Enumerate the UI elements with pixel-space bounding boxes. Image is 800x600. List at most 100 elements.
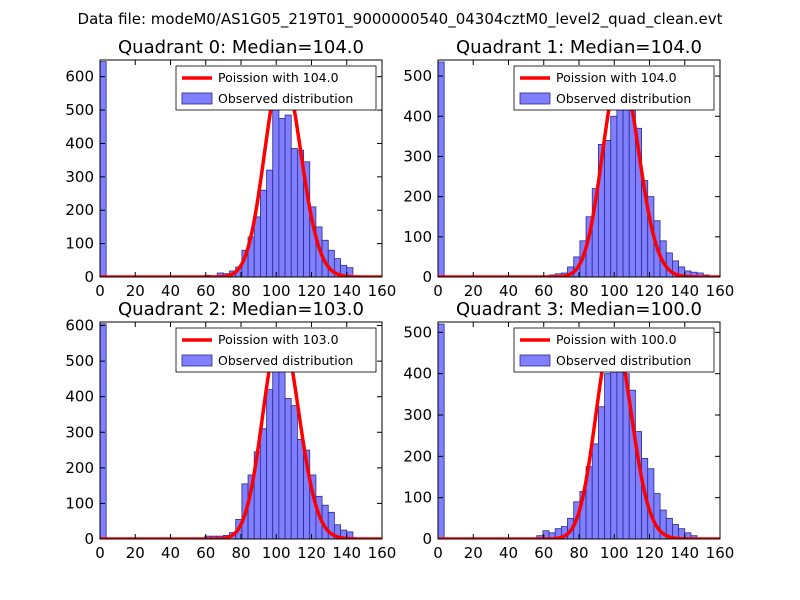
x-tick-label: 20 <box>464 544 483 562</box>
subplot-2: Quadrant 2: Median=103.0 0 20 40 60 80 100 120 1… <box>65 299 396 562</box>
histogram-bar <box>597 406 605 539</box>
histogram-bar <box>266 169 274 277</box>
histogram-bar <box>253 216 261 277</box>
y-tick-label: 100 <box>65 235 94 253</box>
histogram-bar <box>278 350 286 539</box>
y-tick-label: 300 <box>65 423 94 441</box>
legend-bar-swatch <box>181 92 213 105</box>
y-tick-label: 300 <box>403 406 432 424</box>
y-tick-label: 200 <box>403 188 432 206</box>
histogram-bar <box>284 398 292 539</box>
x-tick-label: 20 <box>126 282 145 300</box>
legend-label: Observed distribution <box>218 353 353 368</box>
histogram-bar <box>259 428 267 539</box>
x-tick-label: 60 <box>196 544 215 562</box>
x-tick-label: 20 <box>126 544 145 562</box>
x-tick-label: 120 <box>635 282 664 300</box>
x-tick-label: 40 <box>161 282 180 300</box>
y-tick-label: 200 <box>65 201 94 219</box>
legend: Poission with 100.0 Observed distribution <box>513 327 715 373</box>
histogram-bar <box>616 354 624 539</box>
y-tick-label: 0 <box>422 530 432 548</box>
legend: Poission with 103.0 Observed distribution <box>175 327 377 373</box>
x-tick-label: 140 <box>670 544 699 562</box>
figure-suptitle: Data file: modeM0/AS1G05_219T01_90000005… <box>78 10 723 29</box>
y-tick-label: 100 <box>403 489 432 507</box>
poisson-curve <box>438 68 720 277</box>
x-tick-label: 80 <box>569 544 588 562</box>
x-tick-label: 160 <box>368 282 397 300</box>
legend-label: Poission with 103.0 <box>218 332 339 347</box>
legend-bar-swatch <box>181 354 213 367</box>
x-tick-label: 160 <box>368 544 397 562</box>
x-tick-label: 80 <box>231 282 250 300</box>
plot-area <box>100 323 382 539</box>
legend: Poission with 104.0 Observed distribution <box>513 65 715 111</box>
x-tick-label: 0 <box>433 282 443 300</box>
subplot-3: Quadrant 3: Median=100.0 0 20 40 60 80 100 120 1… <box>403 299 734 562</box>
subplot-title: Quadrant 2: Median=103.0 <box>118 299 364 320</box>
legend-label: Observed distribution <box>556 91 691 106</box>
legend-label: Poission with 100.0 <box>556 332 677 347</box>
plot-area <box>438 323 720 539</box>
x-tick-label: 0 <box>95 544 105 562</box>
histogram-bar <box>438 61 445 277</box>
y-tick-label: 400 <box>65 388 94 406</box>
y-tick-label: 400 <box>403 365 432 383</box>
x-tick-label: 160 <box>706 282 735 300</box>
y-tick-label: 100 <box>403 228 432 246</box>
y-tick-label: 300 <box>65 168 94 186</box>
x-tick-label: 140 <box>332 282 361 300</box>
x-tick-label: 80 <box>231 544 250 562</box>
subplot-0: Quadrant 0: Median=104.0 0 20 40 60 80 100 120 1… <box>65 37 396 300</box>
histogram-bar <box>296 438 304 539</box>
x-tick-label: 100 <box>262 544 291 562</box>
subplot-title: Quadrant 1: Median=104.0 <box>456 37 702 58</box>
histogram-bar <box>272 353 280 539</box>
legend-bar-swatch <box>519 92 551 105</box>
x-tick-label: 60 <box>196 282 215 300</box>
x-tick-label: 80 <box>569 282 588 300</box>
y-tick-label: 0 <box>84 530 94 548</box>
histogram-bar <box>604 373 612 539</box>
x-tick-label: 160 <box>706 544 735 562</box>
subplot-grid: Quadrant 0: Median=104.0 0 20 40 60 80 100 120 1… <box>65 37 734 562</box>
histogram-bar <box>290 148 298 277</box>
y-tick-label: 400 <box>65 134 94 152</box>
poisson-curve <box>438 330 720 539</box>
histogram-bar <box>290 405 298 539</box>
x-tick-label: 140 <box>670 282 699 300</box>
x-tick-label: 0 <box>95 282 105 300</box>
y-tick-label: 300 <box>403 147 432 165</box>
histogram-bar <box>278 118 286 277</box>
y-tick-label: 500 <box>65 101 94 119</box>
y-tick-label: 500 <box>65 352 94 370</box>
histogram-bar <box>259 189 267 277</box>
poisson-curve <box>100 328 382 539</box>
legend-label: Observed distribution <box>218 91 353 106</box>
histogram-bar <box>284 114 292 277</box>
y-tick-label: 500 <box>403 323 432 341</box>
histogram-bar <box>438 323 445 539</box>
plot-area <box>100 61 382 277</box>
x-tick-label: 120 <box>635 544 664 562</box>
x-tick-label: 100 <box>262 282 291 300</box>
x-tick-label: 60 <box>534 282 553 300</box>
subplot-1: Quadrant 1: Median=104.0 0 20 40 60 80 100 120 1… <box>403 37 734 300</box>
x-tick-label: 20 <box>464 282 483 300</box>
x-tick-label: 60 <box>534 544 553 562</box>
legend-label: Observed distribution <box>556 353 691 368</box>
x-tick-label: 140 <box>332 544 361 562</box>
histogram-bar <box>266 389 274 539</box>
y-tick-label: 0 <box>422 268 432 286</box>
histogram-bar <box>100 323 107 539</box>
y-tick-label: 100 <box>65 494 94 512</box>
legend-bar-swatch <box>519 354 551 367</box>
histogram-bar <box>591 443 599 539</box>
histogram-bar <box>100 61 107 277</box>
legend-label: Poission with 104.0 <box>218 70 339 85</box>
plot-area <box>438 61 720 277</box>
y-tick-label: 500 <box>403 67 432 85</box>
x-tick-label: 40 <box>499 544 518 562</box>
